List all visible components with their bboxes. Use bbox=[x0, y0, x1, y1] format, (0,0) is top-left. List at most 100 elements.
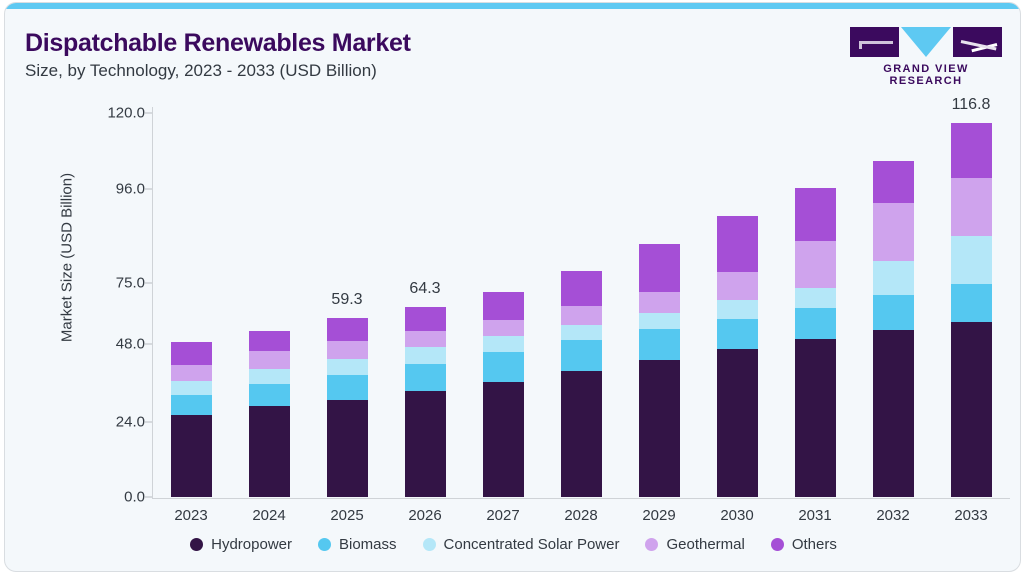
bar-group[interactable] bbox=[794, 3, 836, 498]
bar-segment[interactable] bbox=[950, 177, 992, 236]
y-axis-tick-label: 120.0 bbox=[107, 104, 145, 122]
bar-segment[interactable] bbox=[794, 241, 836, 288]
bar-segment[interactable] bbox=[560, 339, 602, 372]
bar-segment[interactable] bbox=[950, 235, 992, 284]
bar-segment[interactable] bbox=[716, 300, 758, 319]
bar-segment[interactable] bbox=[248, 351, 290, 370]
bar-segment[interactable] bbox=[560, 271, 602, 307]
bar-segment[interactable] bbox=[716, 318, 758, 349]
bar-group[interactable] bbox=[326, 3, 368, 498]
bar-segment[interactable] bbox=[716, 216, 758, 272]
bar-segment[interactable] bbox=[482, 352, 524, 383]
bar-segment[interactable] bbox=[560, 371, 602, 497]
bar-segment[interactable] bbox=[638, 359, 680, 497]
bar-segment[interactable] bbox=[326, 359, 368, 375]
x-axis-tick-label: 2023 bbox=[174, 507, 208, 524]
y-axis-tick-mark bbox=[145, 496, 152, 498]
y-axis-tick-label: 0.0 bbox=[124, 488, 145, 506]
bar-segment[interactable] bbox=[560, 324, 602, 340]
bar-segment[interactable] bbox=[404, 364, 446, 392]
bar-group[interactable] bbox=[872, 3, 914, 498]
bar-segment[interactable] bbox=[794, 339, 836, 497]
bar-segment[interactable] bbox=[170, 394, 212, 415]
bar-segment[interactable] bbox=[248, 383, 290, 407]
bar-segment[interactable] bbox=[950, 123, 992, 178]
x-axis-tick-label: 2024 bbox=[252, 507, 286, 524]
bar-segment[interactable] bbox=[326, 399, 368, 497]
bar-segment[interactable] bbox=[404, 391, 446, 497]
bar-segment[interactable] bbox=[170, 381, 212, 395]
legend-item[interactable]: Hydropower bbox=[190, 536, 292, 553]
bar-segment[interactable] bbox=[638, 312, 680, 330]
bar-group[interactable] bbox=[170, 3, 212, 498]
y-axis-tick-mark bbox=[145, 188, 152, 190]
legend-item[interactable]: Biomass bbox=[318, 536, 397, 553]
legend-item[interactable]: Concentrated Solar Power bbox=[422, 536, 619, 553]
bar-group[interactable] bbox=[404, 3, 446, 498]
bar-segment[interactable] bbox=[638, 244, 680, 292]
bar-group[interactable] bbox=[716, 3, 758, 498]
y-axis-tick-label: 24.0 bbox=[115, 413, 145, 431]
logo-wordmark: GRAND VIEW RESEARCH bbox=[883, 63, 969, 87]
x-axis-tick-label: 2033 bbox=[954, 507, 988, 524]
bar-segment[interactable] bbox=[482, 336, 524, 353]
bar-segment[interactable] bbox=[326, 374, 368, 400]
bar-segment[interactable] bbox=[482, 319, 524, 337]
bar-segment[interactable] bbox=[872, 260, 914, 295]
bar-segment[interactable] bbox=[950, 283, 992, 323]
logo-box-r-icon bbox=[953, 27, 1002, 57]
bar-segment[interactable] bbox=[872, 203, 914, 261]
bar-segment[interactable] bbox=[170, 365, 212, 382]
x-axis-tick-label: 2030 bbox=[720, 507, 754, 524]
x-axis-tick-label: 2028 bbox=[564, 507, 598, 524]
bar-segment[interactable] bbox=[248, 369, 290, 384]
chart-title: Dispatchable Renewables Market bbox=[25, 29, 411, 57]
accent-top-bar bbox=[5, 3, 1020, 9]
bar-segment[interactable] bbox=[404, 331, 446, 348]
legend-item-label: Geothermal bbox=[666, 536, 745, 553]
x-axis-line bbox=[152, 498, 1010, 499]
chart-plot-area: Market Size (USD Billion) 0.0 24.0 48.0 75.… bbox=[5, 3, 1020, 571]
bar-segment[interactable] bbox=[560, 306, 602, 325]
chart-card: Dispatchable Renewables Market Size, by … bbox=[4, 2, 1021, 572]
bar-segment[interactable] bbox=[404, 347, 446, 365]
x-axis-tick-label: 2027 bbox=[486, 507, 520, 524]
legend-item-label: Biomass bbox=[339, 536, 397, 553]
chart-subtitle: Size, by Technology, 2023 - 2033 (USD Bi… bbox=[25, 61, 377, 80]
bar-total-label: 59.3 bbox=[331, 291, 363, 309]
bar-segment[interactable] bbox=[872, 294, 914, 330]
bar-segment[interactable] bbox=[950, 322, 992, 497]
y-axis-tick-label: 48.0 bbox=[115, 335, 145, 353]
logo-box-g-icon bbox=[850, 27, 899, 57]
bar-segment[interactable] bbox=[794, 308, 836, 340]
bar-segment[interactable] bbox=[716, 271, 758, 301]
bar-segment[interactable] bbox=[794, 287, 836, 309]
logo-triangle-v-icon bbox=[901, 27, 951, 57]
legend-swatch-icon bbox=[190, 538, 204, 551]
bar-segment[interactable] bbox=[638, 329, 680, 360]
bar-segment[interactable] bbox=[326, 318, 368, 342]
bar-segment[interactable] bbox=[170, 342, 212, 366]
bar-group[interactable] bbox=[638, 3, 680, 498]
bar-segment[interactable] bbox=[482, 382, 524, 497]
legend-item[interactable]: Geothermal bbox=[645, 536, 745, 553]
bar-segment[interactable] bbox=[638, 291, 680, 313]
y-axis-line bbox=[152, 107, 153, 499]
bar-segment[interactable] bbox=[872, 329, 914, 497]
bar-segment[interactable] bbox=[248, 406, 290, 497]
bar-segment[interactable] bbox=[482, 292, 524, 320]
bar-segment[interactable] bbox=[872, 160, 914, 204]
bar-segment[interactable] bbox=[248, 331, 290, 352]
bar-group[interactable] bbox=[950, 3, 992, 498]
bar-segment[interactable] bbox=[170, 414, 212, 497]
bar-group[interactable] bbox=[482, 3, 524, 498]
bar-segment[interactable] bbox=[794, 187, 836, 242]
bar-segment[interactable] bbox=[404, 307, 446, 332]
y-axis-tick-label: 75.0 bbox=[115, 274, 145, 292]
bar-segment[interactable] bbox=[326, 341, 368, 360]
legend-item[interactable]: Others bbox=[770, 536, 837, 553]
bar-segment[interactable] bbox=[716, 348, 758, 497]
bar-group[interactable] bbox=[560, 3, 602, 498]
y-axis-tick-mark bbox=[145, 112, 152, 114]
bar-group[interactable] bbox=[248, 3, 290, 498]
